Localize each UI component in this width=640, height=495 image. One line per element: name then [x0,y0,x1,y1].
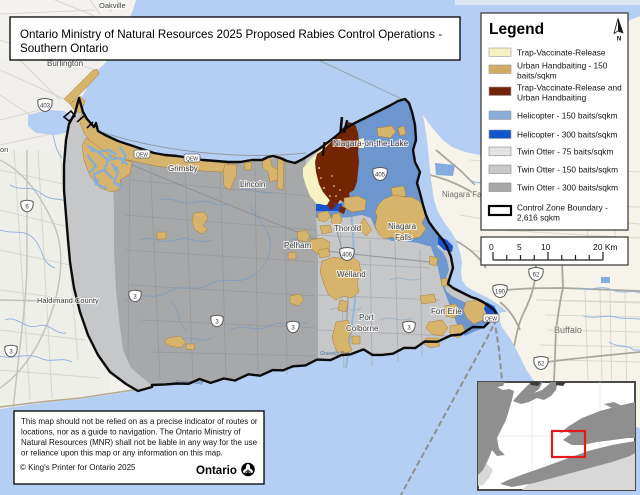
svg-text:62: 62 [538,362,545,368]
svg-text:Niagara-on-the-Lake: Niagara-on-the-Lake [333,139,409,148]
svg-text:© King's Printer for Ontario 2: © King's Printer for Ontario 2025 [20,463,136,472]
svg-text:Gravelly Bay: Gravelly Bay [320,351,350,357]
svg-text:Pelham: Pelham [284,241,311,250]
svg-text:3: 3 [407,326,411,332]
svg-text:on: on [0,145,8,154]
svg-text:QEW: QEW [186,157,198,163]
svg-text:Control Zone Boundary -: Control Zone Boundary - [517,203,608,213]
svg-text:Helicopter - 150 baits/sqkm: Helicopter - 150 baits/sqkm [517,111,618,121]
svg-text:3: 3 [291,326,295,332]
svg-text:Niagara Fa: Niagara Fa [442,190,482,199]
svg-text:N: N [617,37,621,43]
svg-text:Oakville: Oakville [99,1,126,10]
svg-text:locations, nor as a guide to n: locations, nor as a guide to navigation.… [21,428,241,437]
svg-text:20 Km: 20 Km [593,242,618,252]
svg-text:2,616 sqkm: 2,616 sqkm [517,213,560,223]
svg-text:Legend: Legend [489,21,544,38]
svg-text:10: 10 [541,242,551,252]
svg-text:0: 0 [489,242,494,252]
svg-text:Southern Ontario: Southern Ontario [20,42,108,55]
svg-text:Urban Handbaiting - 150: Urban Handbaiting - 150 [517,61,608,71]
svg-text:3: 3 [9,350,13,356]
svg-text:QEW: QEW [485,317,497,323]
svg-text:Ontario: Ontario [196,465,237,477]
svg-text:Lincoln: Lincoln [240,180,265,189]
svg-text:Natural Resources (MNR) shall: Natural Resources (MNR) shall not be lia… [21,438,258,447]
svg-text:Niagara: Niagara [388,222,417,231]
svg-text:Port: Port [359,313,374,322]
svg-text:Trap-Vaccinate-Release and: Trap-Vaccinate-Release and [517,83,622,93]
svg-text:190: 190 [495,290,506,296]
svg-text:Haldimand County: Haldimand County [37,296,99,305]
svg-text:Fort Erie: Fort Erie [431,307,462,316]
svg-text:baits/sqkm: baits/sqkm [517,71,557,81]
svg-text:Twin Otter - 75 baits/sqkm: Twin Otter - 75 baits/sqkm [517,147,613,157]
svg-text:QEW: QEW [136,153,148,159]
svg-text:62: 62 [533,273,540,279]
svg-text:Welland: Welland [337,270,366,279]
svg-text:This map should not be relied: This map should not be relied on as a pr… [21,417,258,426]
svg-text:Twin Otter - 300 baits/sqkm: Twin Otter - 300 baits/sqkm [517,183,618,193]
svg-text:403: 403 [40,104,51,110]
svg-text:3: 3 [215,320,219,326]
svg-text:3: 3 [133,295,137,301]
svg-text:Colborne: Colborne [346,324,379,333]
svg-text:Helicopter - 300 baits/sqkm: Helicopter - 300 baits/sqkm [517,130,618,140]
svg-text:Burlington: Burlington [47,59,83,68]
svg-text:406: 406 [342,253,353,259]
svg-text:6: 6 [25,205,29,211]
svg-text:Urban Handbaiting: Urban Handbaiting [517,93,587,103]
svg-text:405: 405 [375,173,386,179]
svg-text:Buffalo: Buffalo [554,325,582,335]
svg-text:Thorold: Thorold [334,224,361,233]
svg-text:Twin Otter - 150 baits/sqkm: Twin Otter - 150 baits/sqkm [517,165,618,175]
svg-text:Falls: Falls [395,233,412,242]
svg-text:5: 5 [517,242,522,252]
svg-text:Trap-Vaccinate-Release: Trap-Vaccinate-Release [517,48,606,58]
svg-text:Grimsby: Grimsby [168,164,198,173]
svg-text:Ontario Ministry of Natural Re: Ontario Ministry of Natural Resources 20… [20,28,442,41]
svg-text:or reliance upon this map or a: or reliance upon this map or any informa… [21,449,223,458]
